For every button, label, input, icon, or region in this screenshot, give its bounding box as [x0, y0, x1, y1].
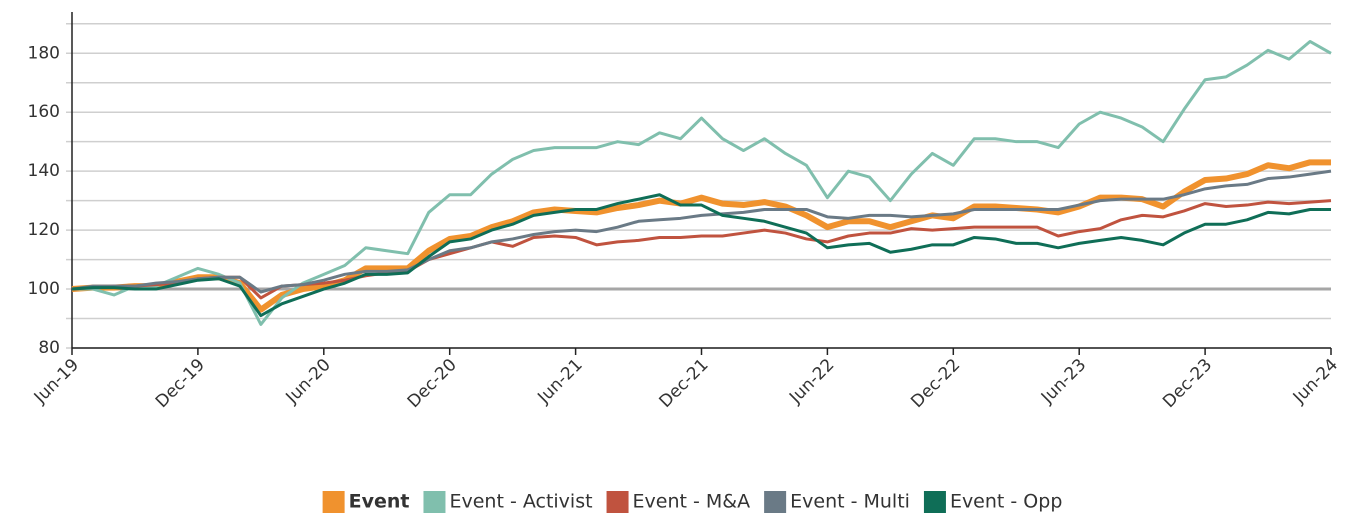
y-tick-label: 80 [38, 338, 60, 358]
x-tick-label: Dec-21 [656, 355, 713, 412]
legend-swatch [923, 491, 946, 513]
legend-label: Event - Multi [790, 491, 910, 513]
legend-label: Event [349, 491, 410, 513]
legend: Event Event - Activist Event - M&A Event - … [322, 491, 1062, 513]
x-tick-label: Dec-23 [1159, 355, 1216, 412]
y-tick-label: 160 [28, 102, 60, 122]
legend-label: Event - Activist [449, 491, 592, 513]
legend-swatch [322, 491, 345, 513]
x-tick-label: Dec-20 [404, 355, 461, 412]
series-line [71, 193, 1331, 318]
y-tick-label: 120 [28, 220, 60, 240]
series-line [71, 169, 1332, 294]
series-line [72, 39, 1332, 326]
y-tick-label: 100 [28, 279, 60, 299]
y-tick-label: 180 [28, 43, 60, 63]
x-tick-label: Jun-20 [282, 355, 335, 408]
x-tick-label: Jun-21 [533, 355, 586, 408]
legend-swatch [423, 491, 446, 513]
x-tick-label: Dec-19 [152, 355, 209, 412]
x-tick-label: Jun-19 [30, 355, 83, 408]
x-tick-label: Jun-23 [1037, 355, 1090, 408]
x-tick-label: Dec-22 [907, 355, 964, 412]
x-tick-label: Jun-24 [1289, 355, 1342, 408]
x-tick-label: Jun-22 [785, 355, 838, 408]
y-tick-label: 140 [28, 161, 60, 181]
legend-label: Event - M&A [633, 491, 751, 513]
legend-label: Event - Opp [950, 491, 1062, 513]
legend-swatch [606, 491, 629, 513]
legend-swatch [764, 491, 787, 513]
